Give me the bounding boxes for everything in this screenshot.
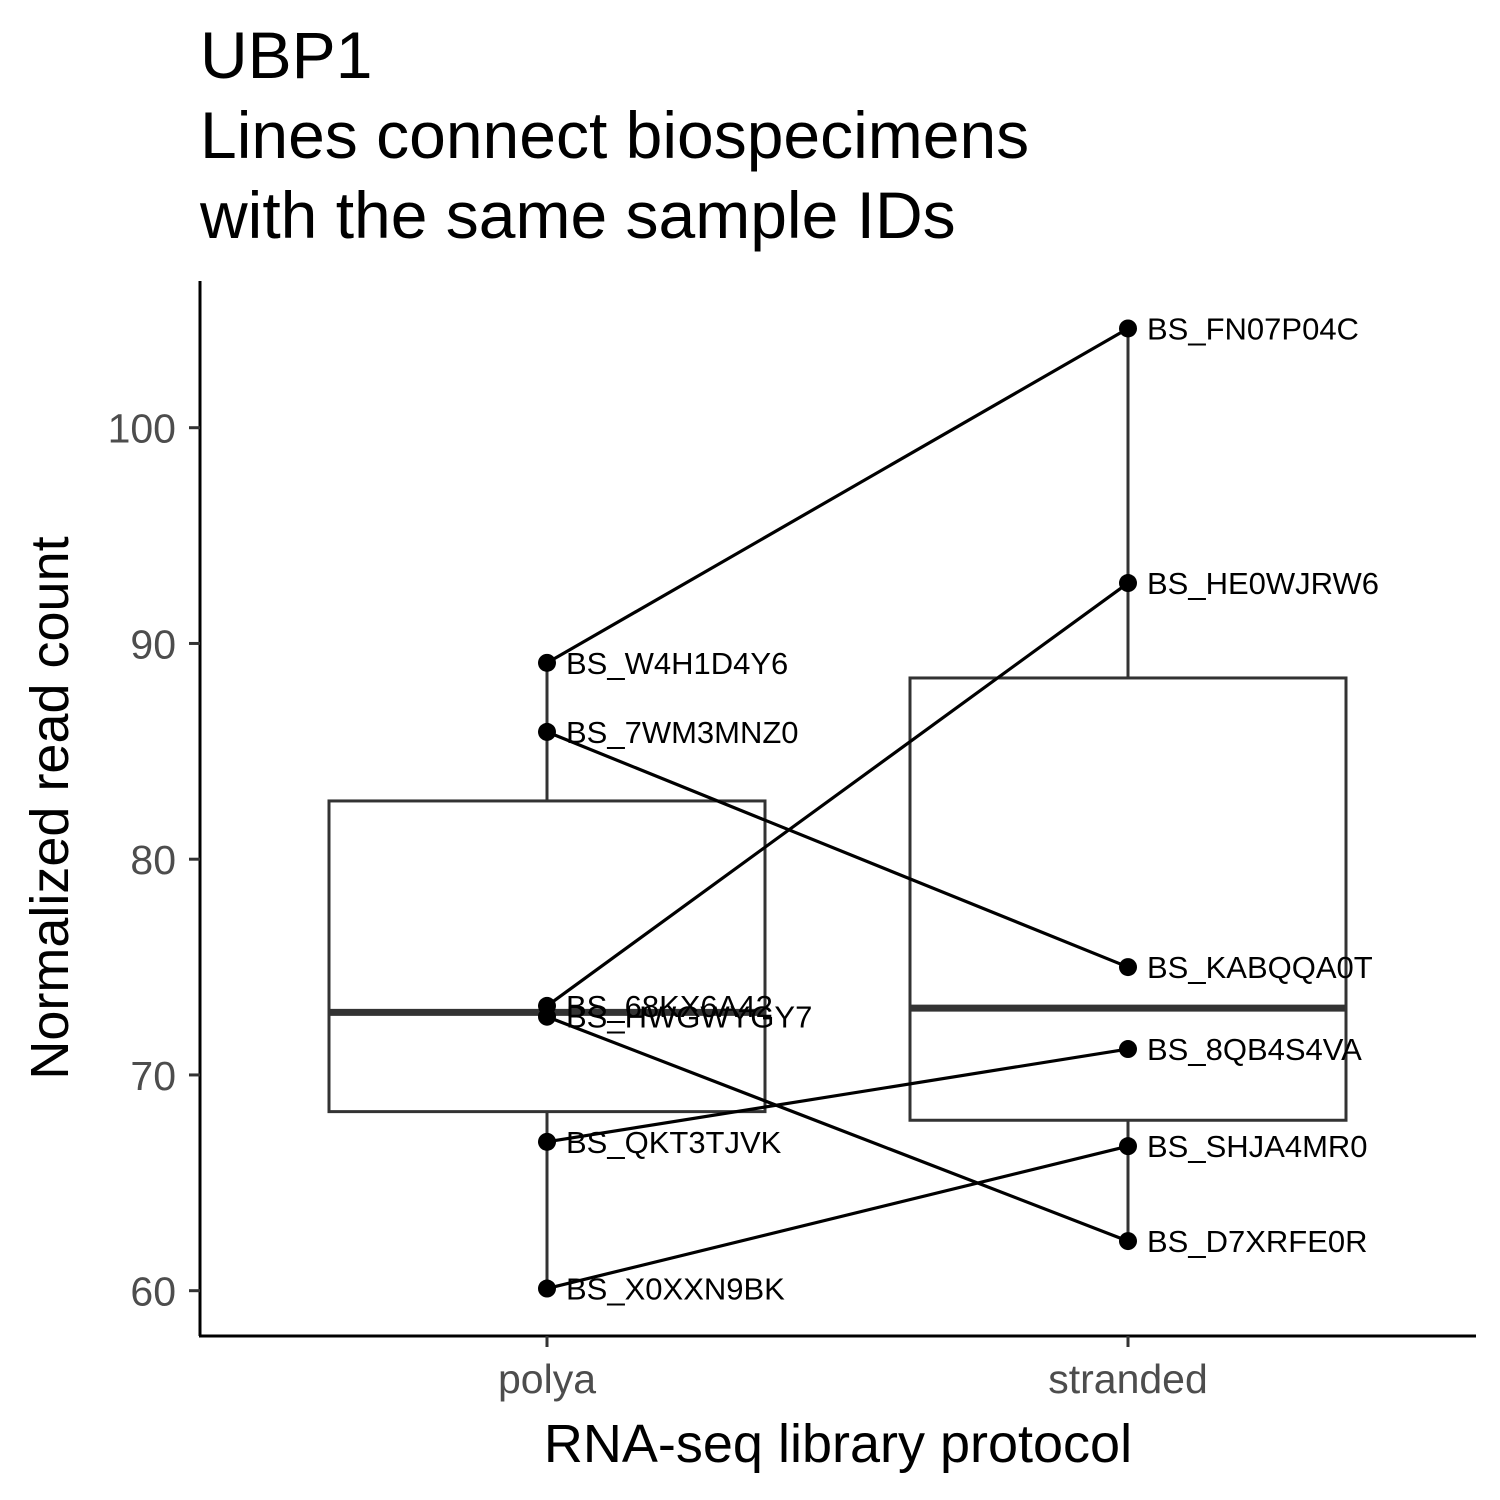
axes-layer: [198, 281, 1476, 1338]
y-tick-label-70: 70: [130, 1053, 176, 1099]
y-tick-label-60: 60: [130, 1269, 176, 1315]
y-axis-title: Normalized read count: [20, 536, 80, 1079]
point-label-BS_HWGWYGY7: BS_HWGWYGY7: [566, 1000, 812, 1035]
data-point-BS_QKT3TJVK: [538, 1132, 556, 1151]
data-point-BS_X0XXN9BK: [538, 1279, 556, 1298]
y-tick-label-100: 100: [108, 406, 176, 452]
title-line-2: Lines connect biospecimens: [200, 98, 1029, 172]
point-label-BS_SHJA4MR0: BS_SHJA4MR0: [1147, 1129, 1368, 1164]
point-label-BS_KABQQA0T: BS_KABQQA0T: [1147, 950, 1373, 985]
point-labels-layer: BS_W4H1D4Y6 BS_7WM3MNZ0 BS_68KX6A42BS_HWGW…: [566, 311, 1379, 1306]
connection-line-BS_7WM3MNZ0-BS_KABQQA0T: [546, 730, 1129, 969]
chart-title: UBP1 Lines connect biospecimens with the…: [199, 18, 1029, 252]
connection-line-BS_X0XXN9BK-BS_SHJA4MR0: [546, 1144, 1129, 1291]
y-tick-label-90: 90: [130, 621, 176, 667]
connection-line-BS_68KX6A42-BS_HE0WJRW6: [546, 581, 1129, 1008]
data-point-BS_8QB4S4VA: [1119, 1040, 1137, 1059]
x-tick-label-polya: polya: [498, 1356, 596, 1402]
x-axis-title: RNA-seq library protocol: [544, 1414, 1132, 1474]
data-point-BS_D7XRFE0R: [1119, 1232, 1137, 1251]
connection-line-BS_QKT3TJVK-BS_8QB4S4VA: [546, 1047, 1129, 1144]
data-point-BS_KABQQA0T: [1119, 958, 1137, 977]
point-label-BS_D7XRFE0R: BS_D7XRFE0R: [1147, 1224, 1368, 1259]
connections-layer: [546, 327, 1129, 1291]
data-point-BS_7WM3MNZ0: [538, 722, 556, 741]
data-point-BS_W4H1D4Y6: [538, 653, 556, 672]
title-line-1: UBP1: [200, 18, 372, 92]
x-tick-label-stranded: stranded: [1048, 1356, 1208, 1402]
points-layer: [538, 319, 1137, 1298]
point-label-BS_QKT3TJVK: BS_QKT3TJVK: [566, 1125, 782, 1160]
ticks-layer: 60 70 80 90 100 polya stranded: [108, 406, 1208, 1402]
data-point-BS_HE0WJRW6: [1119, 574, 1137, 593]
point-label-BS_8QB4S4VA: BS_8QB4S4VA: [1147, 1032, 1362, 1067]
box-polya-iqr: [327, 799, 767, 1114]
point-label-BS_FN07P04C: BS_FN07P04C: [1147, 311, 1359, 346]
point-label-BS_X0XXN9BK: BS_X0XXN9BK: [566, 1272, 785, 1307]
connection-line-BS_W4H1D4Y6-BS_FN07P04C: [546, 327, 1129, 665]
point-label-BS_68KX6A42: BS_68KX6A42: [566, 989, 773, 1024]
data-point-BS_HWGWYGY7: [538, 1007, 556, 1026]
data-point-BS_SHJA4MR0: [1119, 1137, 1137, 1156]
data-point-BS_FN07P04C: [1119, 319, 1137, 338]
connection-line-BS_HWGWYGY7-BS_D7XRFE0R: [546, 1015, 1129, 1243]
point-label-BS_HE0WJRW6: BS_HE0WJRW6: [1147, 566, 1379, 601]
point-label-BS_W4H1D4Y6: BS_W4H1D4Y6: [566, 646, 788, 681]
y-tick-label-80: 80: [130, 837, 176, 883]
title-line-3: with the same sample IDs: [199, 178, 956, 252]
point-label-BS_7WM3MNZ0: BS_7WM3MNZ0: [566, 715, 799, 750]
